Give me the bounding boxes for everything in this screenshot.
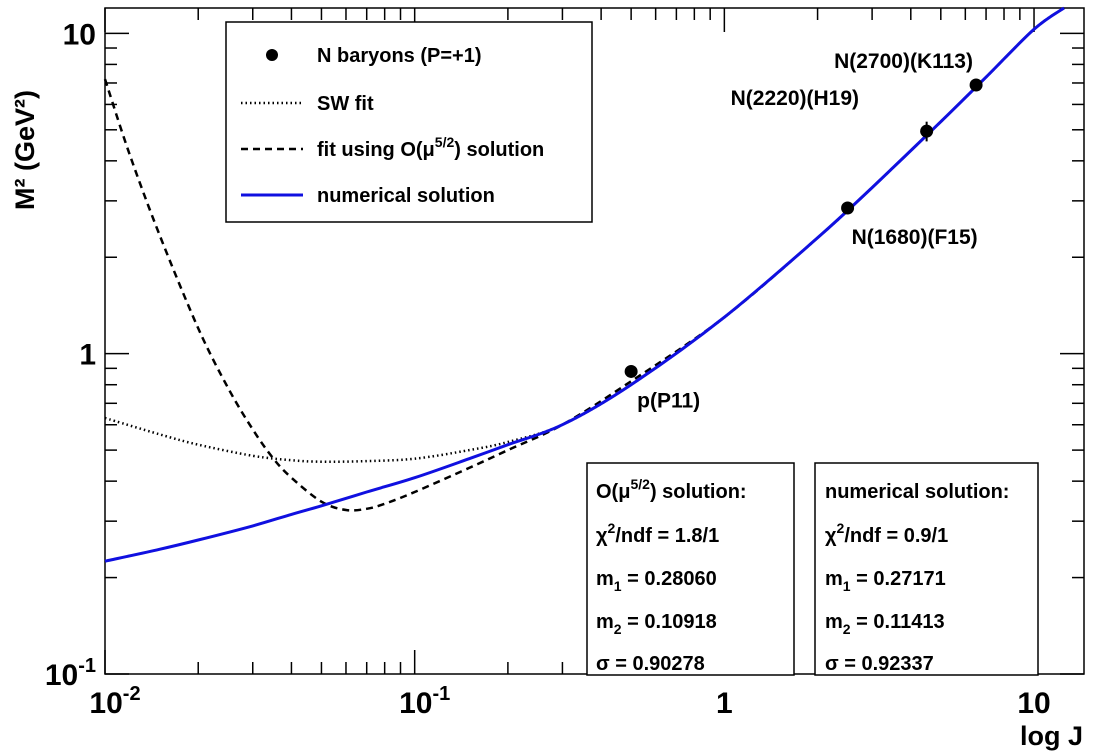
markers-layer <box>624 78 983 378</box>
point-label: N(1680)(F15) <box>852 226 978 249</box>
stat-box-num-sigma-value: = 0.92337 <box>839 653 934 675</box>
data-point <box>920 124 934 138</box>
legend-o-fit-post: ) solution <box>454 139 544 161</box>
stat-box-o-title-post: ) solution: <box>650 481 747 503</box>
stat-box-num-title: numerical solution: <box>825 481 1009 503</box>
y-axis-label: M² (GeV²) <box>10 90 40 210</box>
stat-box-num-m2-value: = 0.11413 <box>856 611 944 633</box>
stat-box-o-title-sup: 5/2 <box>630 476 650 492</box>
data-point <box>624 364 638 378</box>
stat-box-num-m1-value: = 0.27171 <box>856 568 946 590</box>
stat-box-o-sigma-value: = 0.90278 <box>610 653 705 675</box>
x-tick-label: 10 <box>1017 687 1050 720</box>
point-label: p(P11) <box>637 389 700 412</box>
series-layer <box>103 6 1065 563</box>
stat-box-o-m2-value: = 0.10918 <box>627 611 717 633</box>
series-dotted-line <box>104 6 1065 464</box>
stat-box-num-chi-sup: 2 <box>837 520 845 536</box>
legend-label-markers: N baryons (P=+1) <box>317 45 482 67</box>
stat-box-num-chi-sym: χ <box>825 525 837 547</box>
legend: N baryons (P=+1) SW fit fit using O(μ5/2… <box>225 21 593 223</box>
stat-box-o-title-mu: μ <box>618 481 630 503</box>
legend-label-sw-fit: SW fit <box>317 93 374 115</box>
x-tick-label: 10-1 <box>399 683 450 720</box>
stat-box-o-m1: m1 = 0.28060 <box>596 568 717 594</box>
stat-box-num-frame <box>814 462 1039 676</box>
y-tick-label: 1 <box>79 339 96 372</box>
x-tick-label: 10-2 <box>89 683 140 720</box>
legend-label-numerical: numerical solution <box>317 185 495 207</box>
stat-box-num-chi2: χ2/ndf = 0.9/1 <box>825 520 948 547</box>
stat-box-num-sigma-sym: σ <box>825 653 839 675</box>
stat-box-o-chi-rest: /ndf = 1.8/1 <box>615 525 719 547</box>
x-tick-label: 1 <box>716 687 733 720</box>
point-label: N(2220)(H19) <box>731 87 859 110</box>
stat-box-o-title-pre: O( <box>596 481 619 503</box>
stat-box-o-sigma: σ = 0.90278 <box>596 653 705 675</box>
legend-box <box>225 21 593 223</box>
data-point <box>969 78 983 92</box>
series-solid-blue-line <box>104 6 1065 563</box>
legend-marker-symbol <box>266 49 278 61</box>
y-axis-label-group: M² (GeV²) <box>10 90 40 210</box>
legend-o-fit-pre: fit using O( <box>317 139 423 161</box>
x-axis-label: log J <box>1020 721 1083 751</box>
legend-label-o-fit: fit using O(μ5/2) solution <box>317 134 544 161</box>
stat-box-o-m1-value: = 0.28060 <box>627 568 717 590</box>
stat-box-numerical: numerical solution: χ2/ndf = 0.9/1 m1 = … <box>814 462 1039 676</box>
series-dashed-line <box>103 6 1065 512</box>
stat-box-num-chi-rest: /ndf = 0.9/1 <box>844 525 948 547</box>
stat-box-o-chi-sym: χ <box>596 525 608 547</box>
legend-o-fit-mu: μ <box>423 139 435 161</box>
legend-o-fit-sup: 5/2 <box>435 134 455 150</box>
stat-box-o-sigma-sym: σ <box>596 653 610 675</box>
stat-box-o-chi-sup: 2 <box>608 520 616 536</box>
point-label: N(2700)(K113) <box>834 50 973 73</box>
stat-box-num-sigma: σ = 0.92337 <box>825 653 934 675</box>
stat-box-o-frame <box>586 462 795 676</box>
stat-box-o-solution: O(μ5/2) solution: χ2/ndf = 1.8/1 m1 = 0.… <box>586 462 795 676</box>
y-tick-label: 10-1 <box>45 655 96 692</box>
y-tick-label: 10 <box>63 18 96 51</box>
stat-box-o-title: O(μ5/2) solution: <box>596 476 747 503</box>
data-point <box>841 201 855 215</box>
point-labels: p(P11) N(1680)(F15) N(2220)(H19) N(2700)(K1… <box>637 50 978 412</box>
stat-box-o-chi2: χ2/ndf = 1.8/1 <box>596 520 719 547</box>
